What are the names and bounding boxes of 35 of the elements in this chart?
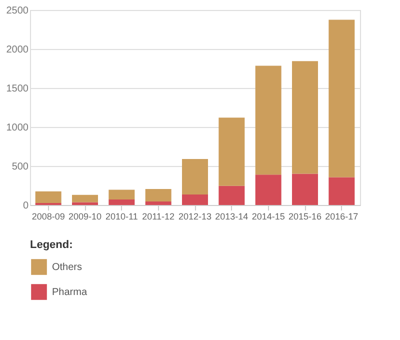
legend-label: Others bbox=[52, 262, 82, 273]
bar bbox=[108, 200, 135, 205]
legend-label: Pharma bbox=[52, 287, 88, 298]
bar bbox=[328, 20, 355, 178]
bar bbox=[255, 66, 282, 175]
x-tick-label: 2016-17 bbox=[325, 212, 358, 222]
x-tick-label: 2014-15 bbox=[252, 212, 285, 222]
bar bbox=[182, 194, 208, 205]
y-tick-label: 2000 bbox=[6, 44, 29, 56]
bar bbox=[255, 174, 282, 205]
legend-title: Legend: bbox=[30, 239, 73, 251]
bar bbox=[328, 177, 355, 205]
bar bbox=[218, 118, 245, 186]
y-tick-label: 1500 bbox=[6, 84, 29, 94]
bar bbox=[108, 190, 135, 200]
bar bbox=[292, 61, 318, 174]
x-tick-label: 2010-11 bbox=[105, 212, 138, 222]
x-tick-label: 2013-14 bbox=[215, 212, 248, 222]
x-tick-label: 2009-10 bbox=[68, 212, 102, 222]
bar bbox=[35, 191, 62, 204]
y-tick-label: 1000 bbox=[6, 122, 29, 134]
bar bbox=[72, 194, 98, 202]
x-tick-label: 2011-12 bbox=[142, 212, 175, 222]
bar bbox=[145, 201, 172, 205]
x-tick-label: 2015-16 bbox=[288, 212, 322, 222]
x-tick-label: 2012-13 bbox=[178, 212, 212, 222]
bar bbox=[145, 189, 172, 202]
bar bbox=[218, 186, 245, 205]
y-tick-label: 2500 bbox=[6, 6, 29, 16]
x-tick-label: 2008-09 bbox=[32, 212, 65, 222]
bar bbox=[72, 202, 98, 205]
bar bbox=[182, 158, 208, 194]
bar bbox=[292, 174, 318, 205]
y-tick-label: 500 bbox=[12, 162, 29, 172]
y-tick-label: 0 bbox=[22, 200, 29, 212]
